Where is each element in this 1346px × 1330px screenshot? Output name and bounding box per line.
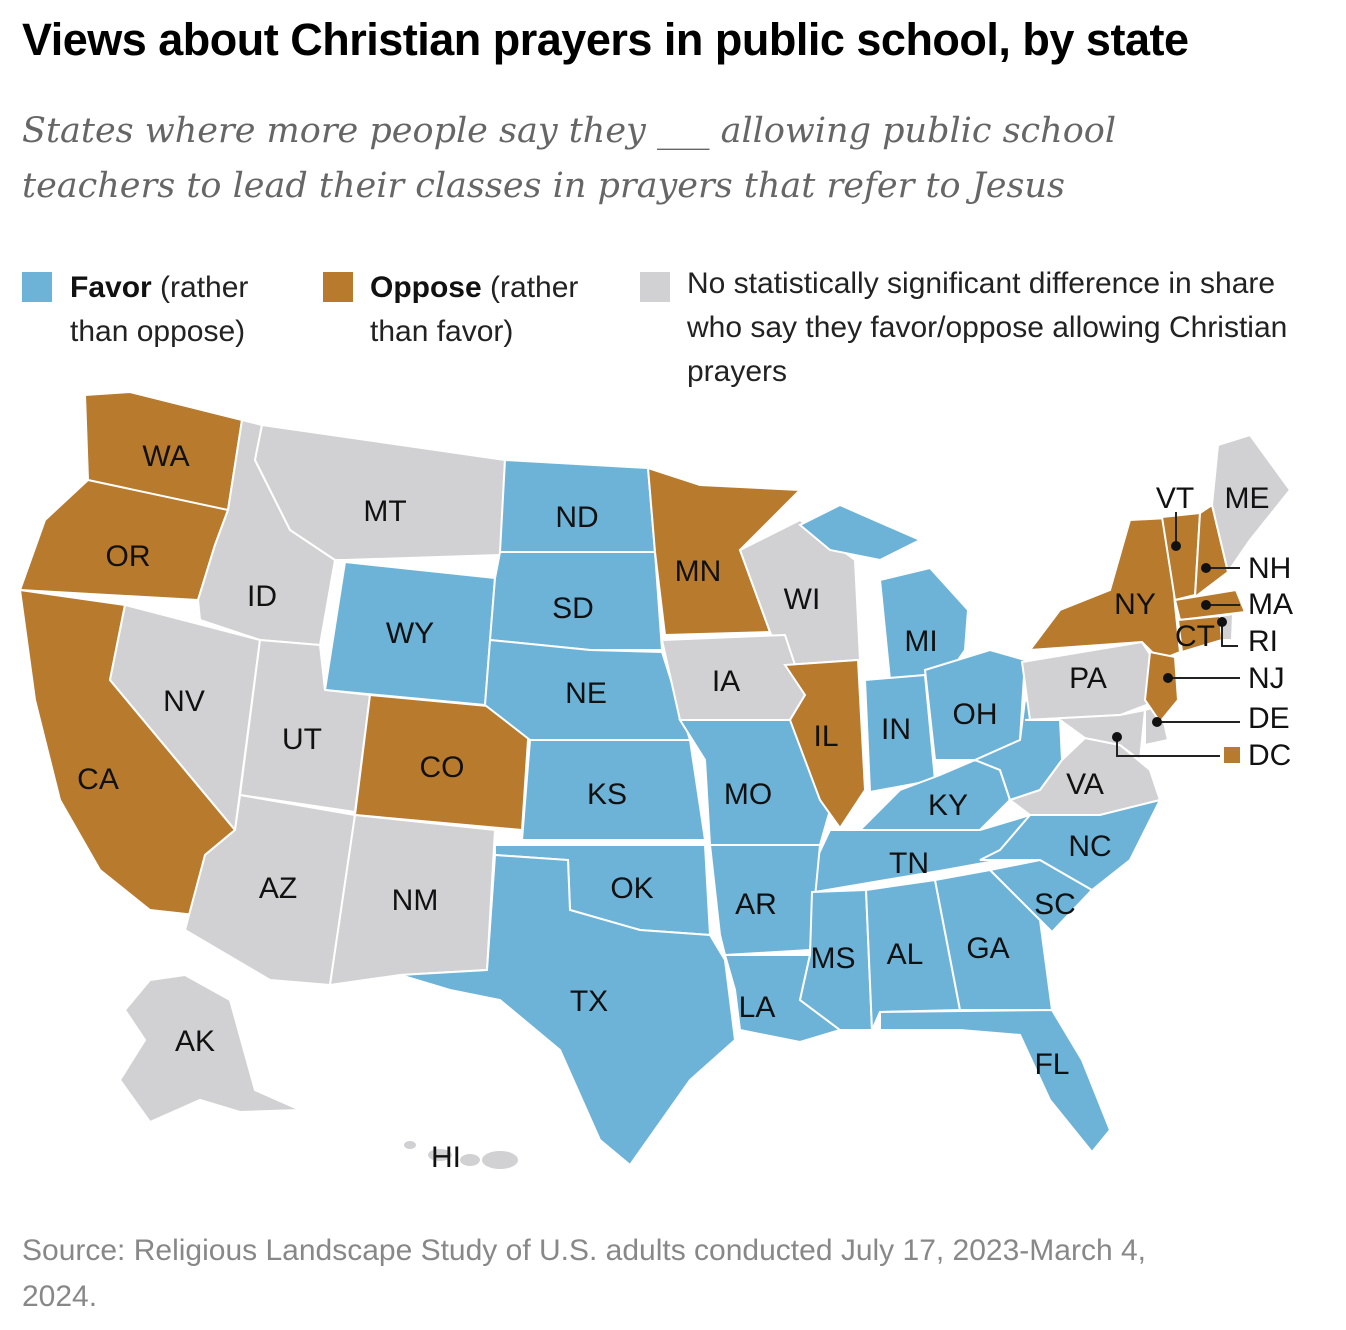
state-TX — [399, 853, 737, 1167]
state-MI — [798, 503, 923, 562]
state-label-SC: SC — [1034, 888, 1076, 921]
legend-swatch-oppose — [323, 272, 353, 302]
callout-line-RI — [1221, 622, 1238, 647]
state-label-MN: MN — [675, 555, 722, 588]
callout-line-DC — [1116, 737, 1220, 757]
state-label-NM: NM — [392, 884, 439, 917]
state-label-CO: CO — [420, 751, 465, 784]
state-label-FL: FL — [1034, 1048, 1069, 1081]
state-label-AZ: AZ — [259, 872, 297, 905]
state-label-CT: CT — [1175, 620, 1215, 653]
state-MD — [1024, 708, 1147, 762]
state-label-KS: KS — [587, 778, 627, 811]
chart-subtitle: States where more people say they ___ al… — [22, 111, 1117, 206]
legend-oppose: Oppose (rather than favor) — [370, 266, 620, 354]
state-label-ME: ME — [1225, 482, 1270, 515]
state-IL — [783, 658, 867, 830]
state-NJ — [1143, 650, 1180, 724]
state-ME — [1210, 433, 1292, 575]
state-label-AK: AK — [175, 1025, 215, 1058]
callout-dot-MA — [1201, 600, 1211, 610]
state-NC — [979, 798, 1162, 892]
state-label-OR: OR — [106, 540, 151, 573]
callout-dot-DE — [1152, 717, 1162, 727]
state-label-WA: WA — [142, 440, 189, 473]
state-HI — [482, 1151, 518, 1169]
state-SC — [987, 858, 1094, 934]
state-label-GA: GA — [966, 932, 1009, 965]
state-label-ID: ID — [247, 580, 277, 613]
state-label-PA: PA — [1069, 662, 1107, 695]
state-label-UT: UT — [282, 723, 322, 756]
state-label-RI: RI — [1248, 625, 1278, 658]
state-label-IN: IN — [881, 713, 911, 746]
state-label-CA: CA — [77, 763, 119, 796]
state-GA — [933, 868, 1054, 1011]
state-label-TX: TX — [570, 985, 608, 1018]
state-label-DC: DC — [1248, 739, 1291, 772]
state-label-MO: MO — [724, 778, 772, 811]
state-label-VA: VA — [1066, 768, 1104, 801]
legend-favor: Favor (rather than oppose) — [70, 266, 300, 354]
callout-dot-NJ — [1163, 673, 1173, 683]
state-label-WI: WI — [784, 583, 821, 616]
state-FL — [879, 1008, 1112, 1154]
callout-dot-DC — [1112, 732, 1122, 742]
state-AR — [708, 844, 822, 957]
state-label-MT: MT — [363, 495, 406, 528]
state-label-IL: IL — [813, 720, 838, 753]
state-label-DE: DE — [1248, 702, 1290, 735]
callout-dot-VT — [1171, 541, 1181, 551]
state-label-MI: MI — [904, 625, 937, 658]
state-label-NY: NY — [1114, 588, 1156, 621]
state-label-IA: IA — [712, 665, 740, 698]
legend-favor-desc: (rather than oppose) — [70, 271, 249, 348]
source-note: Source: Religious Landscape Study of U.S… — [22, 1234, 1146, 1313]
state-label-KY: KY — [928, 789, 968, 822]
state-HI — [404, 1141, 416, 1149]
callout-dot-NH — [1201, 563, 1211, 573]
callout-dot-RI — [1217, 617, 1227, 627]
state-label-HI: HI — [431, 1141, 461, 1174]
state-label-SD: SD — [552, 592, 594, 625]
state-label-VT: VT — [1156, 482, 1194, 515]
state-label-MS: MS — [811, 942, 856, 975]
legend-none: No statistically significant difference … — [687, 267, 1288, 388]
state-label-OK: OK — [610, 872, 653, 905]
state-WI — [738, 518, 862, 667]
state-HI — [428, 1149, 452, 1161]
legend-oppose-desc: (rather than favor) — [370, 271, 579, 348]
state-DC — [1224, 747, 1240, 763]
state-label-OH: OH — [953, 698, 998, 731]
state-AK — [118, 973, 301, 1124]
state-label-MA: MA — [1248, 588, 1293, 621]
legend-favor-label: Favor — [70, 271, 152, 304]
state-NY — [1027, 516, 1182, 662]
state-label-NH: NH — [1248, 552, 1291, 585]
state-label-AL: AL — [887, 938, 924, 971]
state-label-WY: WY — [386, 617, 434, 650]
state-label-ND: ND — [555, 501, 598, 534]
state-KS — [520, 739, 707, 841]
state-label-AR: AR — [735, 888, 777, 921]
chart-title: Views about Christian prayers in public … — [22, 14, 1189, 65]
legend-swatch-favor — [22, 272, 52, 302]
state-label-NE: NE — [565, 677, 607, 710]
state-HI — [460, 1154, 480, 1166]
legend-swatch-none — [640, 272, 670, 302]
state-label-NC: NC — [1068, 830, 1111, 863]
state-label-LA: LA — [739, 991, 776, 1024]
state-label-NJ: NJ — [1248, 662, 1285, 695]
state-label-NV: NV — [163, 685, 205, 718]
legend-oppose-label: Oppose — [370, 271, 482, 304]
state-label-TN: TN — [889, 847, 929, 880]
